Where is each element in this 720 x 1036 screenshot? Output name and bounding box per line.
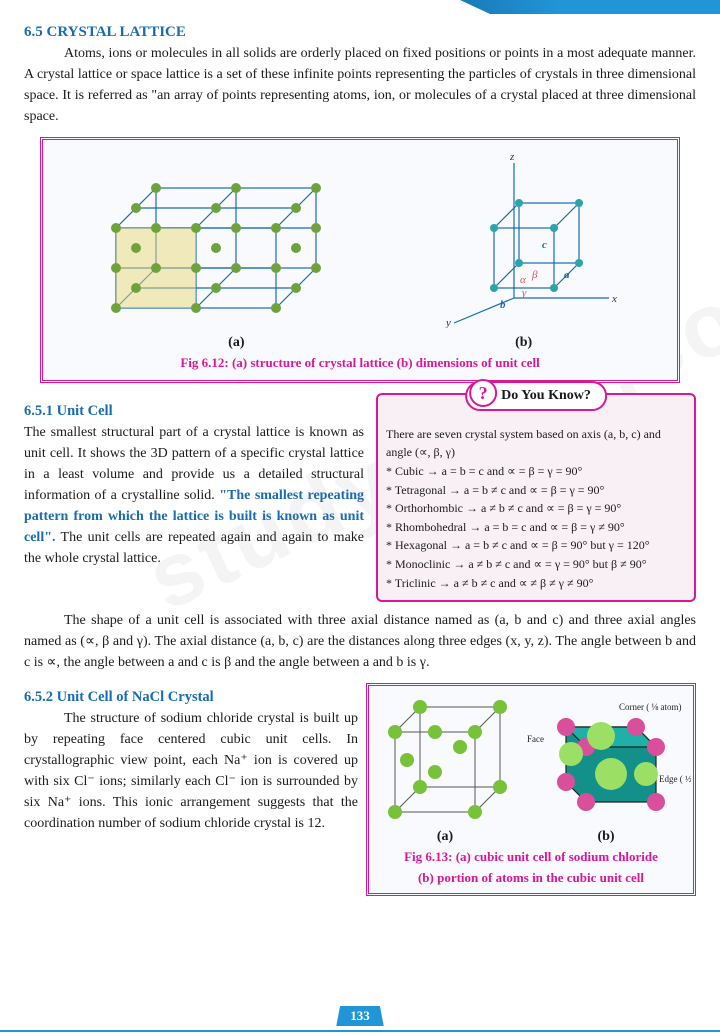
know-item-4: * Hexagonal → a = b ≠ c and ∝ = β = 90° … [386,536,686,555]
sub652-num: 6.5.2 [24,689,53,705]
fig612-a-label: (a) [96,335,376,351]
fig612-caption: Fig 6.12: (a) structure of crystal latti… [49,355,671,372]
do-you-know-title: ? Do You Know? [465,381,607,411]
do-you-know-box: ? Do You Know? There are seven crystal s… [376,393,696,602]
fig613-caption2: (b) portion of atoms in the cubic unit c… [375,870,687,887]
unitcell-para-1: The smallest structural part of a crysta… [24,422,364,569]
svg-text:c: c [542,239,547,251]
svg-text:γ: γ [522,287,527,299]
unitcell-p1-right: The unit cells are repeated again and ag… [24,530,364,566]
know-item-3: * Rhombohedral → a = b = c and ∝ = β = γ… [386,518,686,537]
fig613-b: Face Corner ( ⅛ atom) Edge ( ½ atom) (b) [521,692,691,845]
nacl-text: The structure of sodium chloride crystal… [24,711,358,831]
nacl-portion-icon: Face Corner ( ⅛ atom) Edge ( ½ atom) [521,692,691,822]
know-item-6: * Triclinic → a ≠ b ≠ c and ∝ ≠ β ≠ γ ≠ … [386,574,686,593]
heading-num: 6.5 [24,24,43,40]
crystal-lattice-icon [96,148,376,328]
sub651-title: Unit Cell [57,403,113,419]
svg-text:b: b [500,299,506,311]
svg-text:β: β [531,269,538,281]
sub651-num: 6.5.1 [24,403,53,419]
heading-6-5-1: 6.5.1 Unit Cell [24,403,364,420]
know-item-0: * Cubic → a = b = c and ∝ = β = γ = 90° [386,462,686,481]
fig612-b-label: (b) [424,335,624,351]
question-icon: ? [469,379,497,407]
figure-6-13-wrap: (a) [366,683,696,896]
page-bottom-rule [0,1030,720,1032]
figure-6-13: (a) [366,683,696,896]
unitcell-para-2: The shape of a unit cell is associated w… [24,610,696,673]
fig612-b: z x y a b c α β γ (b) [424,148,624,351]
figure-6-12: (a) z x y [40,137,680,383]
fig613-b-label: (b) [521,829,691,845]
intro-text: Atoms, ions or molecules in all solids a… [24,46,696,124]
unit-cell-axes-icon: z x y a b c α β γ [424,148,624,328]
svg-text:α: α [520,274,526,286]
know-item-1: * Tetragonal → a = b ≠ c and ∝ = β = γ =… [386,481,686,500]
page-number: 133 [336,1006,384,1026]
intro-paragraph: Atoms, ions or molecules in all solids a… [24,43,696,127]
fig613-a: (a) [375,692,515,845]
fig613-a-label: (a) [375,829,515,845]
svg-text:z: z [509,151,515,163]
svg-text:Edge ( ½ atom): Edge ( ½ atom) [659,774,691,784]
svg-text:a: a [564,269,570,281]
sub652-title: Unit Cell of NaCl Crystal [57,689,214,705]
know-item-5: * Monoclinic → a ≠ b ≠ c and ∝ = γ = 90°… [386,555,686,574]
svg-text:y: y [445,317,451,328]
unitcell-p2-text: The shape of a unit cell is associated w… [24,613,696,670]
heading-title: CRYSTAL LATTICE [47,24,186,40]
svg-text:x: x [611,293,617,305]
page-top-accent [460,0,720,14]
heading-6-5: 6.5 CRYSTAL LATTICE [24,24,696,41]
know-lead: There are seven crystal system based on … [386,425,686,462]
fig613-caption1: Fig 6.13: (a) cubic unit cell of sodium … [375,849,687,866]
know-item-2: * Orthorhombic → a ≠ b ≠ c and ∝ = β = γ… [386,499,686,518]
know-title-text: Do You Know? [501,388,591,403]
svg-text:Corner ( ⅛ atom): Corner ( ⅛ atom) [619,702,681,712]
fig612-a: (a) [96,148,376,351]
nacl-lattice-icon [375,692,515,822]
svg-text:Face: Face [527,734,544,744]
